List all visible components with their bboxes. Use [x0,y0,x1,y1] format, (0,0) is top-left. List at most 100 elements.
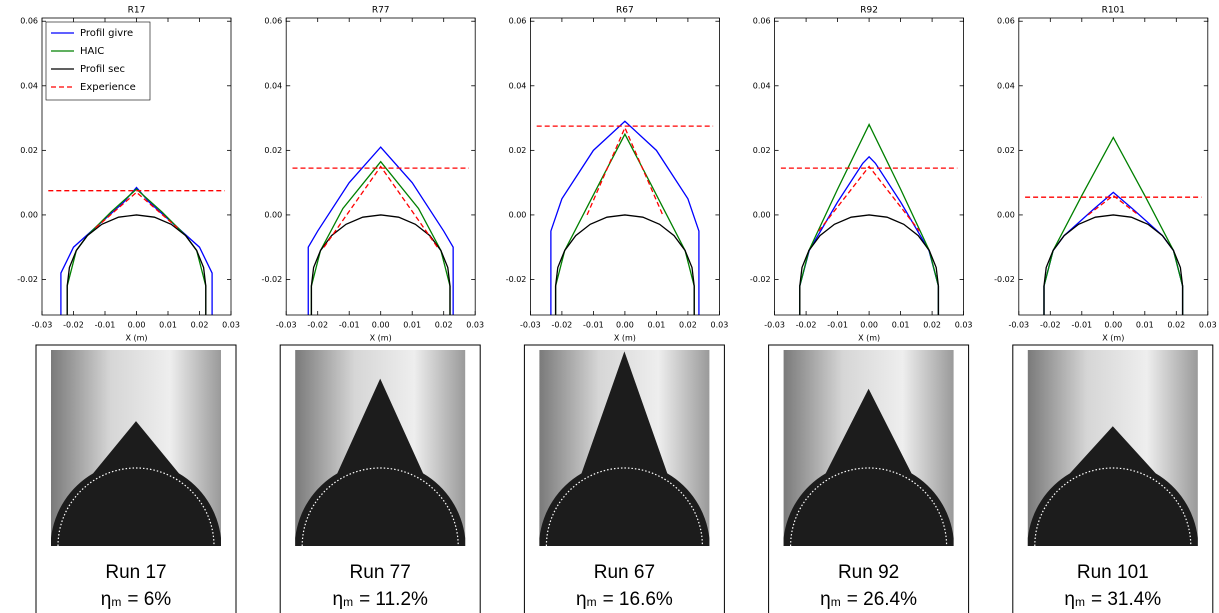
x-tick-label: 0.01 [159,321,177,330]
x-tick-label: -0.02 [307,321,328,330]
y-tick-label: 0.04 [20,81,38,90]
profile-outline [57,467,215,547]
legend-label: HAIC [80,46,104,57]
x-tick-label: 0.01 [403,321,421,330]
y-tick-label: 0.04 [264,81,282,90]
series-line [554,214,695,315]
x-tick-label: -0.02 [552,321,573,330]
efficiency-value: = 16.6% [603,589,673,610]
series-line [799,214,940,315]
x-tick-label: 0.01 [647,321,665,330]
efficiency-symbol: η [101,589,112,610]
y-tick-label: -0.02 [994,275,1015,284]
efficiency-label: ηm = 11.2% [332,589,428,610]
x-axis-label: X (m) [858,334,880,343]
x-tick-label: -0.01 [95,321,116,330]
x-tick-label: -0.02 [796,321,817,330]
x-tick-label: 0.00 [1104,321,1122,330]
y-tick-label: 0.00 [509,210,527,219]
run-label: Run 101 [1077,562,1149,583]
x-axis-label: X (m) [125,334,147,343]
efficiency-symbol: η [1064,589,1075,610]
x-tick-label: -0.02 [1040,321,1061,330]
profile-outline [301,467,459,547]
y-tick-label: 0.04 [997,81,1015,90]
x-tick-label: -0.03 [32,321,53,330]
series-line [66,188,207,315]
run-label: Run 17 [105,562,166,583]
series-line [310,214,451,315]
y-tick-label: 0.00 [997,210,1015,219]
chart-title: R92 [860,6,878,16]
ice-shape [51,421,221,546]
y-tick-label: 0.04 [753,81,771,90]
x-tick-label: 0.00 [128,321,146,330]
x-tick-label: 0.03 [222,321,240,330]
x-tick-label: 0.02 [1167,321,1185,330]
x-tick-label: 0.03 [955,321,973,330]
x-tick-label: 0.02 [435,321,453,330]
x-tick-label: -0.03 [1008,321,1029,330]
y-tick-label: -0.02 [17,275,38,284]
chart-title: R17 [128,6,146,16]
chart-title: R67 [616,6,634,16]
series-line [1025,194,1202,216]
efficiency-subscript: m [587,595,597,609]
ice-shape [295,378,466,546]
x-tick-label: -0.03 [764,321,785,330]
y-tick-label: -0.02 [750,275,771,284]
legend-label: Profil sec [80,64,125,75]
plot-frame [774,17,964,316]
y-tick-label: 0.02 [20,146,38,155]
x-tick-label: 0.00 [616,321,634,330]
x-tick-label: 0.03 [1199,321,1217,330]
plot-frame [285,17,476,316]
x-tick-label: 0.01 [892,321,910,330]
profile-outline [790,467,948,547]
y-tick-label: 0.02 [509,146,527,155]
legend-label: Experience [80,82,136,93]
y-tick-label: -0.02 [261,275,282,284]
y-tick-label: 0.02 [997,146,1015,155]
x-tick-label: 0.00 [860,321,878,330]
y-tick-label: 0.00 [20,210,38,219]
run-label: Run 92 [838,562,899,583]
y-tick-label: -0.02 [506,275,527,284]
efficiency-label: ηm = 16.6% [576,589,673,610]
legend-label: Profil givre [80,28,133,39]
profile-outline [1034,467,1192,547]
x-tick-label: 0.02 [923,321,941,330]
y-tick-label: 0.06 [264,17,282,26]
y-tick-label: 0.06 [753,17,771,26]
x-tick-label: 0.02 [191,321,209,330]
x-tick-label: 0.01 [1136,321,1154,330]
series-line [1043,191,1184,315]
efficiency-symbol: η [576,589,587,610]
ice-shape [1027,426,1198,546]
x-tick-label: -0.03 [276,321,297,330]
y-tick-label: 0.02 [753,146,771,155]
x-tick-label: 0.03 [710,321,728,330]
series-line [310,160,451,315]
ice-shape [783,388,954,546]
efficiency-subscript: m [343,595,353,609]
series-line [550,120,700,315]
x-tick-label: -0.01 [1071,321,1092,330]
x-tick-label: 0.00 [372,321,390,330]
series-line [66,214,207,315]
series-line [292,165,469,248]
x-tick-label: -0.01 [827,321,848,330]
series-line [307,146,454,315]
efficiency-subscript: m [1075,595,1085,609]
efficiency-subscript: m [111,595,121,609]
efficiency-value: = 31.4% [1091,589,1161,610]
efficiency-label: ηm = 26.4% [820,589,917,610]
x-tick-label: -0.02 [63,321,84,330]
chart-title: R77 [372,6,390,16]
series-line [780,165,958,232]
series-line [536,125,714,216]
efficiency-value: = 6% [127,589,171,610]
run-label: Run 67 [594,562,655,583]
y-tick-label: 0.06 [997,17,1015,26]
